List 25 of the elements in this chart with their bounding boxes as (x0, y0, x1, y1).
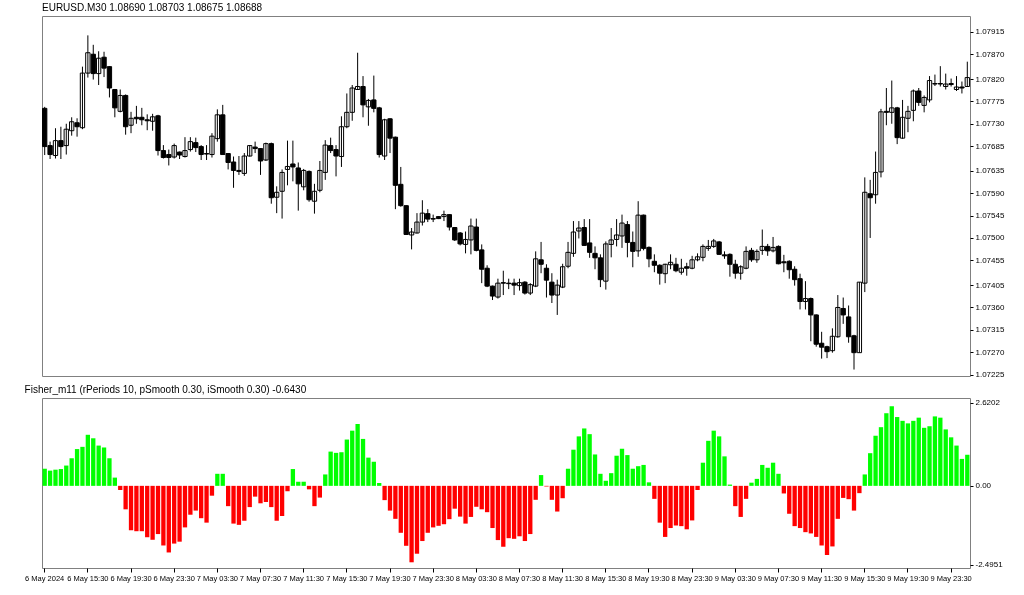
y-tick-label: 1.07225 (975, 370, 1005, 380)
y-tick-label: 1.07590 (975, 188, 1005, 198)
bar (538, 475, 544, 486)
bar (533, 485, 538, 500)
chart-title: Fisher_m11 (rPeriods 10, pSmooth 0.30, iSmooth 0.30) -0.6430 (24, 384, 307, 395)
y-tick-label: 1.07915 (975, 27, 1005, 37)
y-tick-label: 1.07820 (975, 74, 1005, 84)
y-tick-label: 1.07730 (975, 119, 1005, 129)
y-tick-label: 1.07405 (975, 280, 1005, 290)
y-tick-label: 0.00 (975, 481, 992, 491)
y-tick-label: 1.07270 (975, 347, 1005, 357)
y-tick-label: 1.07635 (975, 166, 1005, 176)
y-tick-label: 1.07455 (975, 255, 1005, 265)
y-tick-label: 1.07545 (975, 211, 1005, 221)
bar (290, 469, 296, 486)
y-tick-label: 1.07775 (975, 96, 1005, 106)
y-tick-label: 1.07870 (975, 49, 1005, 59)
y-tick-label: 1.07685 (975, 141, 1005, 151)
y-tick-label: -2.4951 (975, 560, 1004, 570)
y-tick-label: 1.07500 (975, 233, 1005, 243)
y-tick-label: 1.07315 (975, 325, 1005, 335)
y-tick-label: 2.6202 (975, 398, 1001, 408)
chart-title: EURUSD.M30 1.08690 1.08703 1.08675 1.08688 (42, 2, 263, 13)
y-tick-label: 1.07360 (975, 302, 1005, 312)
bar (733, 485, 738, 507)
